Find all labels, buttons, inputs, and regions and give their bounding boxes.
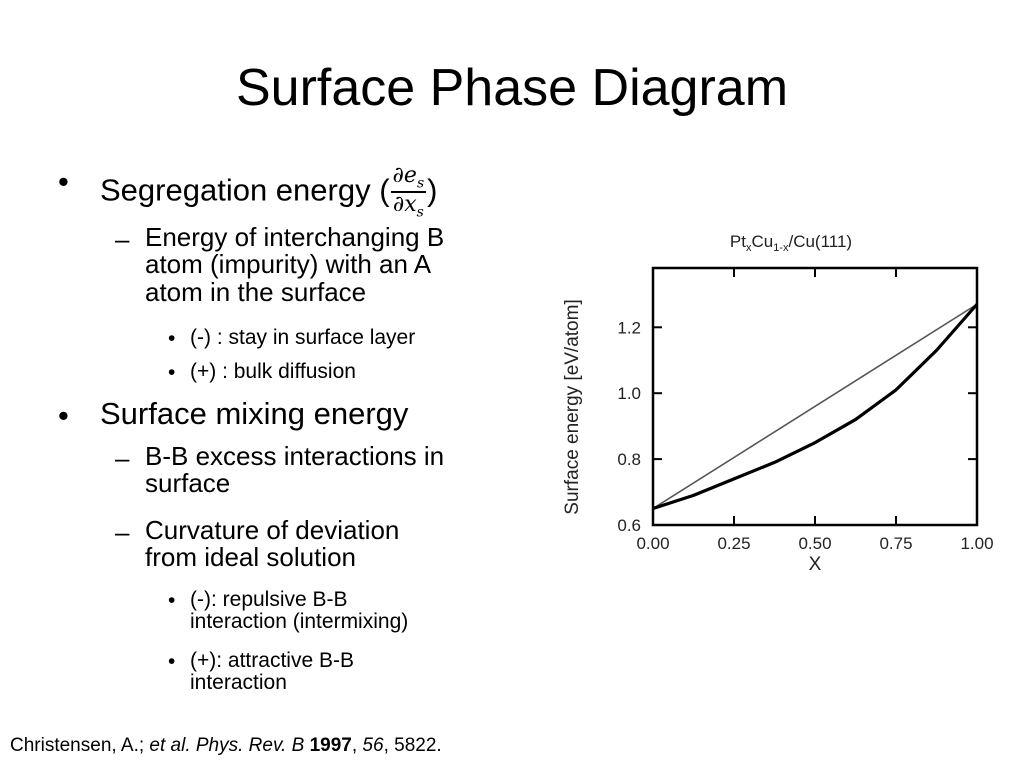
series-line-computed	[652, 303, 979, 511]
sub-bullet-line: surface	[145, 468, 231, 499]
bullet-dot: •	[168, 650, 176, 673]
dash-mark: –	[115, 224, 130, 254]
sub-sub-bullet-line: (+): attractive B-B	[190, 649, 354, 672]
sub-bullet-line: Energy of interchanging B	[145, 222, 445, 252]
x-tick-label: 0.00	[636, 534, 669, 553]
sub-sub-bullet-bulk-diffusion: (+) : bulk diffusion	[190, 360, 356, 383]
x-tick-label: 1.00	[960, 534, 993, 553]
series-line-ideal	[652, 303, 978, 510]
fraction-numerator: ∂e	[392, 163, 417, 188]
sub-bullet-interchange: Energy of interchanging B atom (impurity…	[145, 222, 445, 307]
dash-mark: –	[115, 443, 130, 473]
sub-bullet-excess-interactions: B-B excess interactions in surface	[145, 441, 445, 499]
citation-page: 5822.	[394, 735, 442, 756]
bullet-surface-mixing-energy: Surface mixing energy	[100, 396, 409, 431]
sub-sub-bullet-surface-layer: (-) : stay in surface layer	[190, 326, 416, 349]
bullet-dot: •	[168, 361, 176, 384]
citation-authors: Christensen, A.;	[10, 735, 150, 756]
sub-bullet-line: atom (impurity) with an A	[145, 249, 432, 280]
sub-bullet-line: atom in the surface	[145, 276, 367, 307]
x-axis-label: X	[809, 554, 822, 575]
sub-bullet-line: Curvature of deviation	[145, 515, 400, 545]
dash-mark: –	[115, 517, 130, 547]
sub-sub-bullet-repulsive: (-): repulsive B-B interaction (intermix…	[190, 588, 409, 634]
citation-year: 1997	[309, 735, 352, 756]
fraction-denominator-subscript: s	[416, 204, 424, 221]
fraction-numerator-subscript: s	[416, 175, 425, 192]
bullet-dot: •	[168, 327, 176, 350]
plot-frame	[651, 266, 979, 527]
sub-sub-bullet-line: interaction (intermixing)	[190, 610, 409, 634]
x-tick-label: 0.75	[879, 534, 912, 553]
chart-title: PtxCu1-x/Cu(111)	[730, 232, 852, 254]
sub-bullet-line: B-B excess interactions in	[145, 441, 445, 471]
x-tick-label: 0.25	[717, 534, 750, 553]
sub-bullet-line: from ideal solution	[145, 542, 356, 573]
sub-sub-bullet-line: (-): repulsive B-B	[190, 588, 348, 611]
bullet-text: Segregation energy (	[100, 172, 390, 208]
y-tick-label: 0.8	[617, 450, 641, 469]
surface-energy-chart: PtxCu1-x/Cu(111) 0.00 0.25 0.50 0.75 1.00 0.6…	[562, 232, 994, 575]
citation-journal: et al. Phys. Rev. B	[149, 735, 305, 756]
bullet-dot: •	[58, 164, 69, 199]
sub-bullet-curvature: Curvature of deviation from ideal soluti…	[145, 515, 400, 573]
bullet-text: )	[427, 172, 438, 208]
sub-sub-bullet-attractive: (+): attractive B-B interaction	[190, 649, 354, 695]
sub-sub-bullet-line: interaction	[190, 671, 287, 695]
bullet-segregation-energy: Segregation energy (∂es ∂xs)	[100, 164, 437, 220]
plot-area: 0.00 0.25 0.50 0.75 1.00 0.6 0.8 1.0 1.2	[617, 266, 994, 553]
slide-title: Surface Phase Diagram	[235, 59, 789, 117]
citation-volume: 56	[362, 735, 384, 756]
fraction-denominator: ∂x	[392, 192, 417, 218]
y-axis-label: Surface energy [eV/atom]	[562, 299, 583, 514]
bullet-dot: •	[58, 398, 69, 433]
citation: Christensen, A.; et al. Phys. Rev. B 199…	[10, 735, 442, 756]
x-tick-label: 0.50	[798, 534, 831, 553]
y-tick-label: 0.6	[617, 516, 641, 535]
partial-derivative-fraction: ∂es ∂xs	[390, 163, 427, 221]
y-tick-label: 1.0	[617, 384, 641, 403]
y-tick-label: 1.2	[617, 318, 641, 337]
bullet-dot: •	[168, 589, 176, 612]
